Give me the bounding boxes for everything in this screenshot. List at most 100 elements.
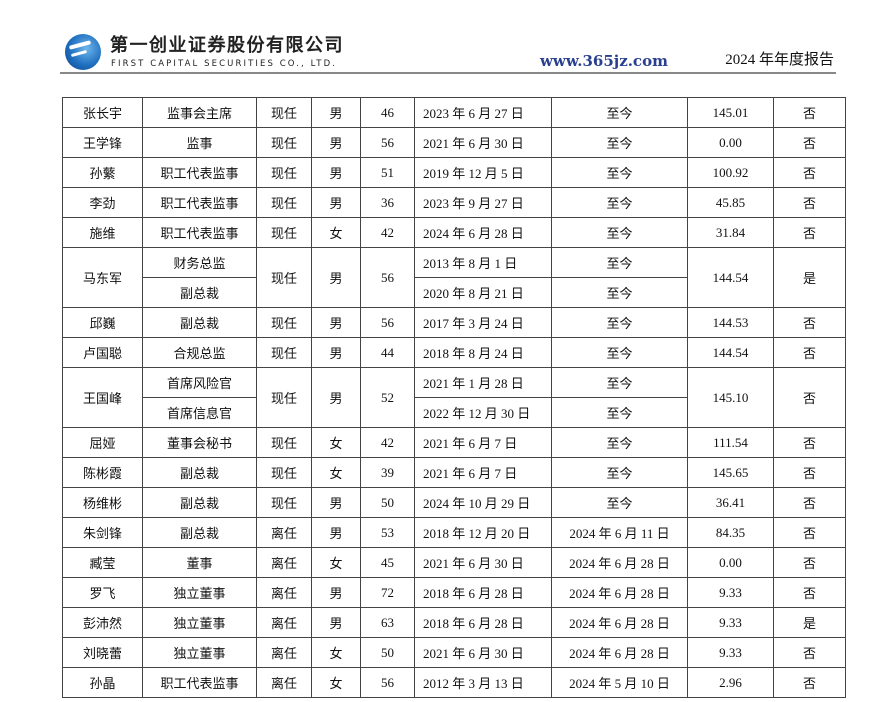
end-date-cell: 至今 bbox=[551, 277, 688, 308]
pay-cell: 144.54 bbox=[687, 337, 774, 368]
related-party-cell: 否 bbox=[773, 637, 846, 668]
name-cell: 王国峰 bbox=[62, 367, 143, 428]
related-party-cell: 否 bbox=[773, 577, 846, 608]
name-cell: 孙晶 bbox=[62, 667, 143, 698]
name-cell: 彭沛然 bbox=[62, 607, 143, 638]
related-party-cell: 否 bbox=[773, 367, 846, 428]
pay-cell: 9.33 bbox=[687, 607, 774, 638]
name-cell: 罗飞 bbox=[62, 577, 143, 608]
gender-cell: 男 bbox=[311, 247, 361, 308]
start-date-cell: 2018 年 12 月 20 日 bbox=[414, 517, 552, 548]
pay-cell: 9.33 bbox=[687, 637, 774, 668]
position-cell: 副总裁 bbox=[142, 277, 257, 308]
table-row: 屈娅 董事会秘书 现任女 42 2021 年 6 月 7 日至今 111.54 否 bbox=[62, 427, 846, 458]
name-cell: 邱巍 bbox=[62, 307, 143, 338]
table-row: 孙晶 职工代表监事 离任女 56 2012 年 3 月 13 日 2024 年 5 月 1… bbox=[62, 667, 846, 698]
table-row: 杨维彬 副总裁 现任男 50 2024 年 10 月 29 日至今 36.41 否 bbox=[62, 487, 846, 518]
end-date-cell: 至今 bbox=[551, 457, 688, 488]
status-cell: 离任 bbox=[256, 577, 312, 608]
end-date-cell: 2024 年 6 月 28 日 bbox=[551, 547, 688, 578]
related-party-cell: 否 bbox=[773, 307, 846, 338]
position-cell: 职工代表监事 bbox=[142, 187, 257, 218]
gender-cell: 男 bbox=[311, 307, 361, 338]
status-cell: 现任 bbox=[256, 337, 312, 368]
end-date-cell: 至今 bbox=[551, 427, 688, 458]
gender-cell: 男 bbox=[311, 127, 361, 158]
age-cell: 56 bbox=[360, 247, 415, 308]
status-cell: 现任 bbox=[256, 487, 312, 518]
age-cell: 46 bbox=[360, 97, 415, 128]
end-date-cell: 至今 bbox=[551, 307, 688, 338]
table-row: 王国峰 首席风险官 现任男 52 2021 年 1 月 28 日至今 145.10 否 bbox=[62, 367, 846, 428]
status-cell: 现任 bbox=[256, 457, 312, 488]
related-party-cell: 否 bbox=[773, 667, 846, 698]
age-cell: 56 bbox=[360, 667, 415, 698]
status-cell: 现任 bbox=[256, 247, 312, 308]
gender-cell: 男 bbox=[311, 97, 361, 128]
status-cell: 现任 bbox=[256, 157, 312, 188]
end-date-cell: 至今 bbox=[551, 217, 688, 248]
position-cell: 职工代表监事 bbox=[142, 217, 257, 248]
age-cell: 42 bbox=[360, 217, 415, 248]
pay-cell: 100.92 bbox=[687, 157, 774, 188]
table-row: 朱剑锋 副总裁 离任男 53 2018 年 12 月 20 日 2024 年 6 月 11… bbox=[62, 517, 846, 548]
pay-cell: 144.54 bbox=[687, 247, 774, 308]
table-row: 罗飞 独立董事 离任男 72 2018 年 6 月 28 日 2024 年 6 月 28 … bbox=[62, 577, 846, 608]
start-date-cell: 2020 年 8 月 21 日 bbox=[414, 277, 552, 308]
company-name-en: FIRST CAPITAL SECURITIES CO., LTD. bbox=[111, 59, 338, 69]
position-cell: 首席风险官 bbox=[142, 367, 257, 398]
pay-cell: 111.54 bbox=[687, 427, 774, 458]
status-cell: 现任 bbox=[256, 187, 312, 218]
related-party-cell: 否 bbox=[773, 187, 846, 218]
report-title: 2024 年年度报告 bbox=[725, 52, 834, 68]
pay-cell: 84.35 bbox=[687, 517, 774, 548]
position-cell: 董事 bbox=[142, 547, 257, 578]
start-date-cell: 2023 年 6 月 27 日 bbox=[414, 97, 552, 128]
company-logo bbox=[65, 34, 101, 70]
table-row: 李劲 职工代表监事 现任男 36 2023 年 9 月 27 日至今 45.85 否 bbox=[62, 187, 846, 218]
gender-cell: 男 bbox=[311, 577, 361, 608]
end-date-cell: 至今 bbox=[551, 337, 688, 368]
position-cell: 独立董事 bbox=[142, 637, 257, 668]
age-cell: 50 bbox=[360, 487, 415, 518]
gender-cell: 男 bbox=[311, 487, 361, 518]
name-cell: 屈娅 bbox=[62, 427, 143, 458]
table-row: 卢国聪 合规总监 现任男 44 2018 年 8 月 24 日至今 144.54 否 bbox=[62, 337, 846, 368]
age-cell: 50 bbox=[360, 637, 415, 668]
end-date-cell: 2024 年 6 月 28 日 bbox=[551, 577, 688, 608]
status-cell: 离任 bbox=[256, 607, 312, 638]
name-cell: 朱剑锋 bbox=[62, 517, 143, 548]
start-date-cell: 2017 年 3 月 24 日 bbox=[414, 307, 552, 338]
status-cell: 离任 bbox=[256, 517, 312, 548]
name-cell: 施维 bbox=[62, 217, 143, 248]
gender-cell: 女 bbox=[311, 547, 361, 578]
position-cell: 职工代表监事 bbox=[142, 667, 257, 698]
pay-cell: 36.41 bbox=[687, 487, 774, 518]
name-cell: 孙蘩 bbox=[62, 157, 143, 188]
age-cell: 53 bbox=[360, 517, 415, 548]
gender-cell: 男 bbox=[311, 367, 361, 428]
start-date-cell: 2021 年 6 月 30 日 bbox=[414, 637, 552, 668]
related-party-cell: 否 bbox=[773, 97, 846, 128]
start-date-cell: 2021 年 6 月 30 日 bbox=[414, 127, 552, 158]
start-date-cell: 2022 年 12 月 30 日 bbox=[414, 397, 552, 428]
gender-cell: 女 bbox=[311, 667, 361, 698]
start-date-cell: 2018 年 6 月 28 日 bbox=[414, 577, 552, 608]
end-date-cell: 至今 bbox=[551, 247, 688, 278]
position-cell: 监事 bbox=[142, 127, 257, 158]
start-date-cell: 2021 年 6 月 7 日 bbox=[414, 427, 552, 458]
name-cell: 李劲 bbox=[62, 187, 143, 218]
name-cell: 卢国聪 bbox=[62, 337, 143, 368]
age-cell: 51 bbox=[360, 157, 415, 188]
start-date-cell: 2024 年 10 月 29 日 bbox=[414, 487, 552, 518]
gender-cell: 女 bbox=[311, 427, 361, 458]
table-row: 副总裁 2020 年 8 月 21 日至今 bbox=[63, 277, 846, 308]
related-party-cell: 否 bbox=[773, 547, 846, 578]
pay-cell: 31.84 bbox=[687, 217, 774, 248]
start-date-cell: 2024 年 6 月 28 日 bbox=[414, 217, 552, 248]
position-cell: 独立董事 bbox=[142, 577, 257, 608]
table-row: 邱巍 副总裁 现任男 56 2017 年 3 月 24 日至今 144.53 否 bbox=[62, 307, 846, 338]
status-cell: 现任 bbox=[256, 367, 312, 428]
status-cell: 现任 bbox=[256, 217, 312, 248]
